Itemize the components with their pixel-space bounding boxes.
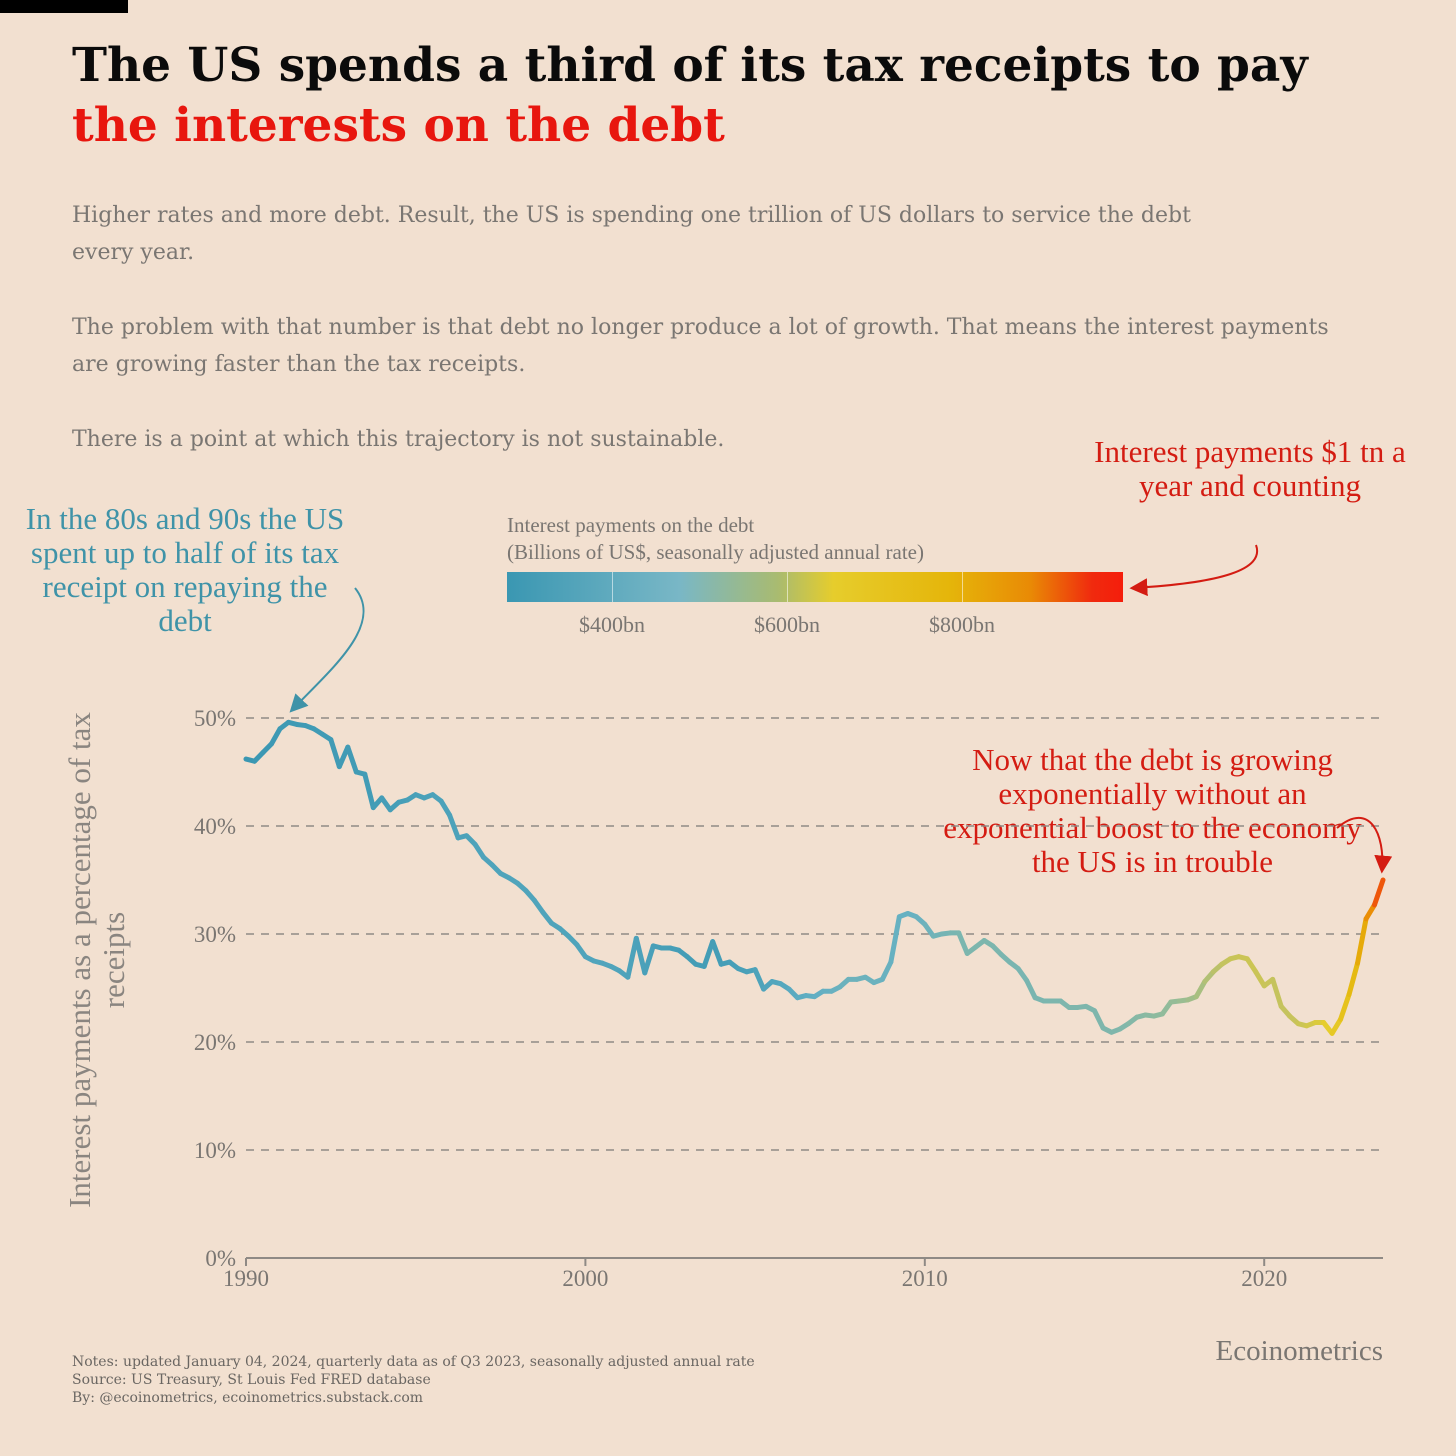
x-tick-label: 1990 <box>223 1266 269 1291</box>
series-line-segment <box>625 935 639 980</box>
description-paragraph-3: There is a point at which this trajector… <box>72 427 725 452</box>
color-scale-tick <box>612 572 613 602</box>
series-line-segment <box>328 737 342 770</box>
footer-notes: Notes: updated January 04, 2024, quarter… <box>72 1353 755 1407</box>
color-scale-label: $800bn <box>929 612 995 637</box>
y-tick-label: 30% <box>194 922 236 947</box>
color-scale-tick <box>787 572 788 602</box>
series-line-segment <box>710 939 724 967</box>
x-tick-label: 2020 <box>1241 1266 1287 1291</box>
x-tick-label: 2000 <box>562 1266 608 1291</box>
top-accent-bar <box>0 0 128 13</box>
y-tick-label: 50% <box>194 706 236 731</box>
footer-source-line: Source: US Treasury, St Louis Fed FRED d… <box>72 1372 431 1388</box>
x-tick-label: 2010 <box>902 1266 948 1291</box>
color-scale-bar <box>507 572 1123 602</box>
annotation-arrow-top-right <box>1129 544 1259 597</box>
series-line-segment <box>1244 956 1259 975</box>
footer-notes-line: Notes: updated January 04, 2024, quarter… <box>72 1354 755 1370</box>
title-line-2: the interests on the debt <box>72 98 725 153</box>
series-line-segment <box>1338 991 1352 1022</box>
description-paragraph-2: The problem with that number is that deb… <box>72 315 1329 377</box>
color-scale-label: $600bn <box>754 612 820 637</box>
series-line-segment <box>1329 1016 1344 1036</box>
legend-title-line-1: Interest payments on the debt <box>507 513 755 537</box>
series-line-segment <box>362 771 376 811</box>
series-line-segment <box>472 841 487 860</box>
series-line-segment <box>633 935 648 976</box>
series-line-segment <box>345 744 359 775</box>
footer-by-line: By: @ecoinometrics, ecoinometrics.substa… <box>72 1390 424 1406</box>
series-line-segment <box>1092 1008 1106 1031</box>
series-line-segment <box>1024 977 1038 1001</box>
color-scale-tick <box>962 572 963 602</box>
chart-title: The US spends a third of its tax receipt… <box>72 36 1402 156</box>
series-line-segment <box>1193 979 1208 1000</box>
annotation-1tn: Interest payments $1 tn a year and count… <box>1094 434 1406 503</box>
series-line-segment <box>1270 976 1284 1009</box>
y-tick-label: 20% <box>194 1030 236 1055</box>
series-line-segment <box>438 798 453 818</box>
series-line-segment <box>447 812 461 841</box>
legend-title: Interest payments on the debt (Billions … <box>507 512 1107 566</box>
series-line-segment <box>879 959 894 982</box>
y-tick-label: 0% <box>205 1246 236 1271</box>
series-line-segment <box>956 930 970 956</box>
y-tick-label: 10% <box>194 1138 236 1163</box>
color-scale-label: $400bn <box>579 612 645 637</box>
annotation-trouble: Now that the debt is growing exponential… <box>943 742 1362 879</box>
legend-title-line-2: (Billions of US$, seasonally adjusted an… <box>507 540 924 564</box>
title-line-1: The US spends a third of its tax receipt… <box>72 38 1308 93</box>
annotation-arrow-mid-right <box>1336 816 1393 874</box>
description-paragraph-1: Higher rates and more debt. Result, the … <box>72 203 1191 265</box>
series-line-segment <box>701 939 716 969</box>
series-line-segment <box>268 726 283 747</box>
series-line-segment <box>1372 877 1386 908</box>
series-line-segment <box>1346 960 1361 997</box>
brand-logo-text: Ecoinometrics <box>1215 1335 1383 1367</box>
series-line-segment <box>1363 902 1378 922</box>
annotation-arrow-left <box>289 587 365 713</box>
series-line-segment <box>888 914 902 965</box>
series-line-segment <box>642 943 656 976</box>
y-tick-label: 40% <box>194 814 236 839</box>
series-line-segment <box>1355 916 1369 966</box>
series-line-segment <box>1253 969 1267 989</box>
series-line-segment <box>752 967 767 992</box>
annotation-80s-90s: In the 80s and 90s the US spent up to ha… <box>25 501 345 638</box>
